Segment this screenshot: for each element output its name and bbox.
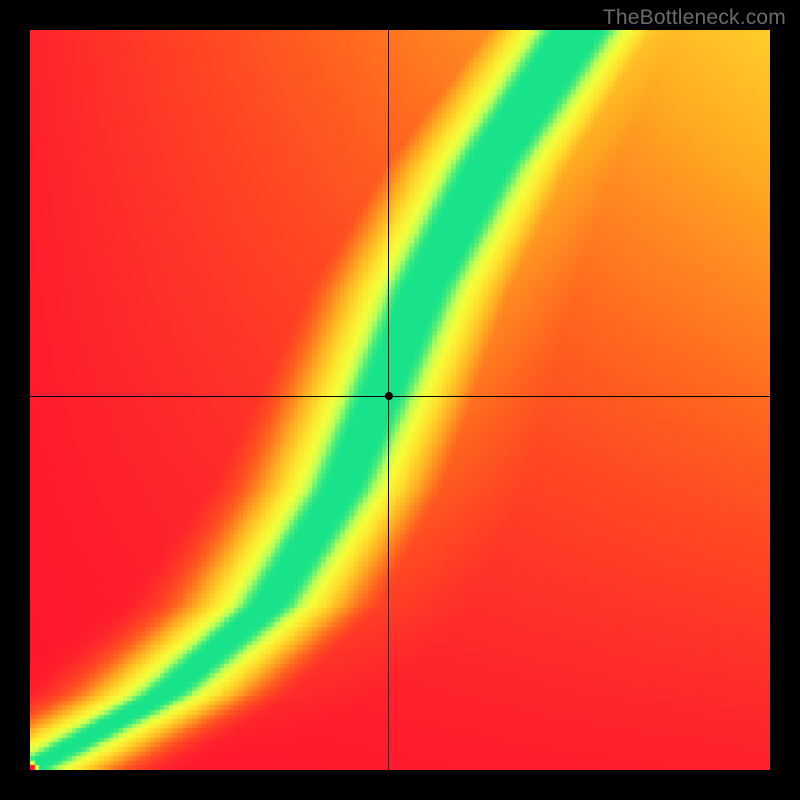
chart-root: TheBottleneck.com <box>0 0 800 800</box>
watermark-text: TheBottleneck.com <box>603 6 786 30</box>
plot-frame <box>0 0 800 800</box>
crosshair-marker <box>385 392 393 400</box>
crosshair-horizontal <box>30 396 770 397</box>
